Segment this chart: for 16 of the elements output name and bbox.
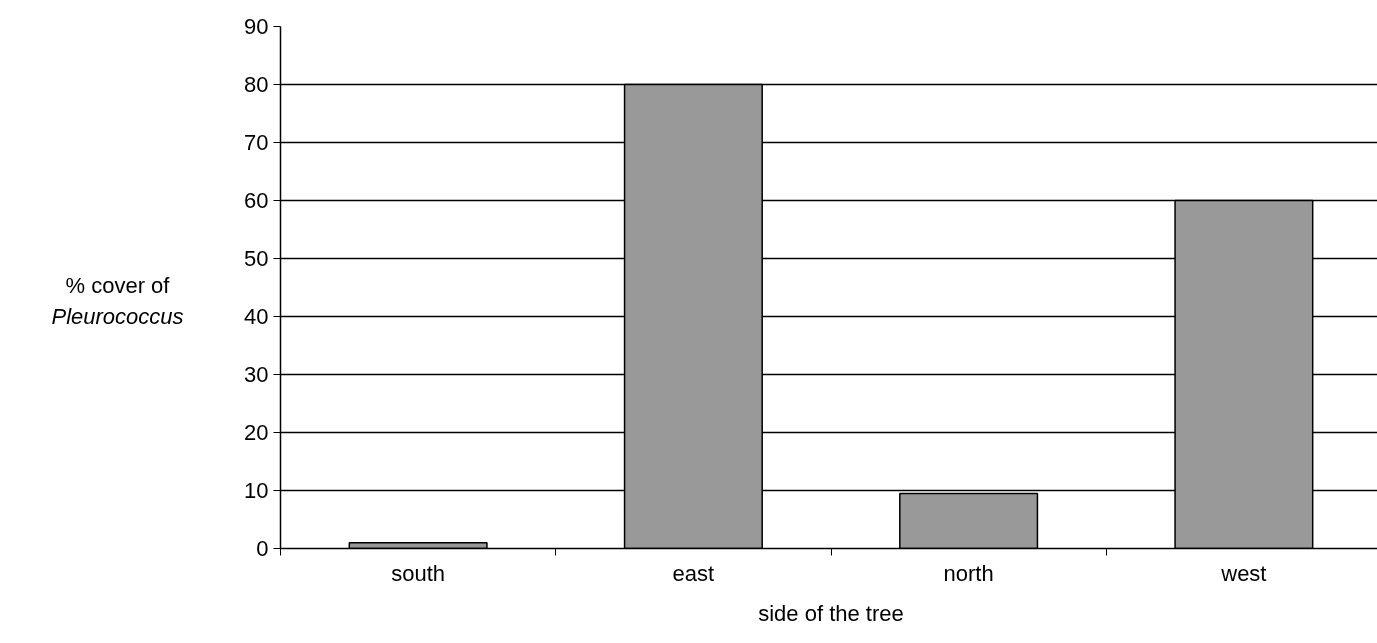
y-tick-label: 30 (244, 362, 269, 387)
y-tick-label: 50 (244, 246, 269, 271)
y-tick-label: 0 (256, 536, 269, 561)
y-tick-label: 20 (244, 420, 269, 445)
y-tick-label: 10 (244, 478, 269, 503)
y-tick-label: 80 (244, 72, 269, 97)
x-tick-label: west (1220, 560, 1267, 586)
y-tick-label: 40 (244, 304, 269, 329)
y-tick-label: 90 (244, 14, 269, 39)
x-tick-label: south (391, 560, 446, 586)
y-tick-label: 70 (244, 130, 269, 155)
x-tick-label: north (943, 560, 994, 586)
x-axis-title: side of the tree (758, 600, 904, 626)
x-tick-label: east (672, 560, 715, 586)
y-axis-title: % cover of Pleurococcus (50, 272, 185, 331)
y-tick-label: 60 (244, 188, 269, 213)
